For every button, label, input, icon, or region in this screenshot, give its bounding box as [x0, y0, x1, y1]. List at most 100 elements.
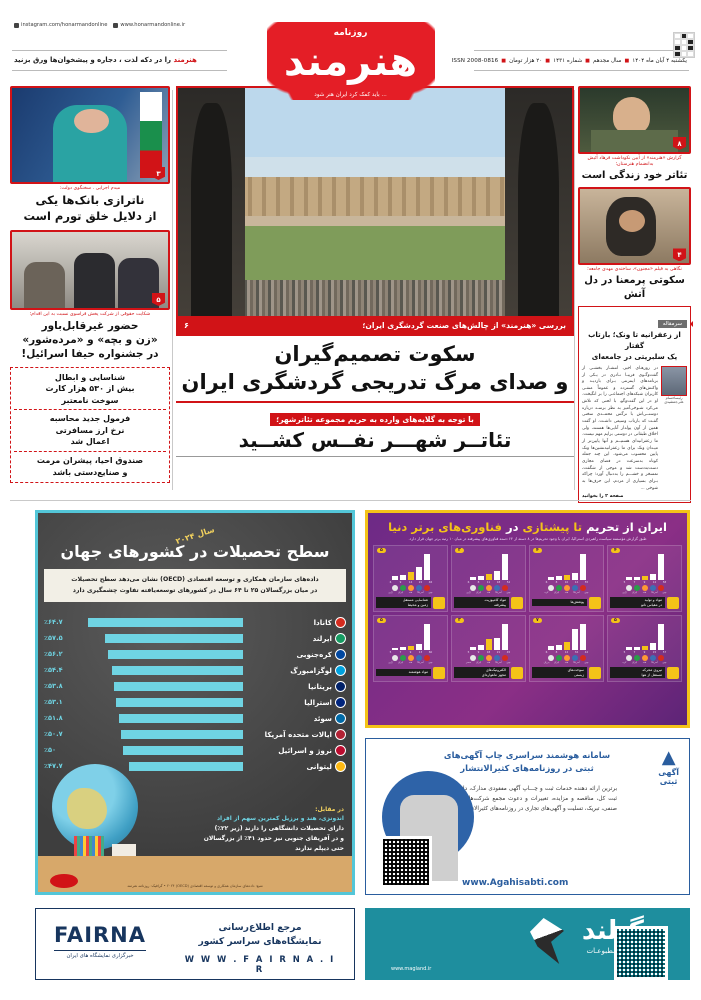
education-note: در مقابل: اندونزی، هند و برزیل کمترین سه…	[148, 805, 344, 854]
technology-icon	[433, 596, 445, 609]
tech-bar	[501, 553, 508, 580]
tech-panel[interactable]: ۴ 58 12 9 7 5 چین آمریکا هند ایران ژاپن مواد و تولی…	[607, 544, 682, 612]
tech-panel[interactable]: ۷ 42 34 12 8 6 چین آمریکا هند ایران برزیل سوخت‌های …	[529, 614, 604, 682]
tech-bar	[641, 575, 648, 580]
ad-magland[interactable]: مگ‌لند جامـعـه آنلایـن مطبوعـات www.magl…	[365, 908, 690, 980]
tech-panel[interactable]: ۴ 55 14 10 8 6 چین آمریکا هند ایران کره پوشش‌ها	[529, 544, 604, 612]
tech-bar	[407, 571, 414, 580]
tech-rank-badge: ۳	[455, 617, 464, 623]
tech-title-part-2: تا پیشتازی	[522, 520, 583, 534]
education-description: داده‌های سازمان همکاری و توسعه اقتصادی (…	[44, 569, 346, 603]
sabti-url[interactable]: www.Agahisabti.com	[462, 878, 569, 888]
sub-kicker: با توجه به گلایه‌های وارده به حریم مجموع…	[270, 412, 480, 426]
right-story-1-headline[interactable]: تئاتر خود زندگی است	[581, 169, 688, 181]
masthead-logo: روزنامه هنرمند ... باید کمک کرد ایران هن…	[246, 22, 456, 100]
tech-bar	[563, 574, 570, 580]
sabti-body: برترین ارائه دهنده خدمات ثبت و چـــاپ آگ…	[437, 786, 617, 812]
tech-country-labels: چین آمریکا هند ایران کره	[544, 590, 589, 594]
rule-right-bottom	[474, 70, 689, 71]
technology-icon	[511, 666, 523, 679]
editorial-tag: سرمقاله	[657, 320, 694, 329]
country-flag-icon	[335, 712, 346, 724]
main-photo[interactable]: بررسی «هنرمند» از چالش‌های صنعت گردشگری …	[176, 86, 574, 336]
chart-value-label: ٪۵۱.۸	[44, 714, 63, 723]
country-flag-icon	[555, 654, 562, 661]
tagline: هنرمند را در دکه لذت ، دجاره و پیشخوان‌ه…	[14, 56, 197, 64]
editorial-continue-link[interactable]: صفحه ۲ را بخوانید	[582, 494, 624, 500]
tech-bar	[399, 574, 406, 580]
editorial-title[interactable]: از زعفرانیه تا ونک؛ بازتاب گفتار یک سلبر…	[582, 330, 687, 362]
left-story-1-headline[interactable]: ناترازی بانک‌ها یکی از دلایل خلق تورم اس…	[10, 193, 170, 224]
chart-value-label: ٪۵۷.۵	[44, 634, 63, 643]
right-story-1-photo[interactable]: ۸	[578, 86, 691, 154]
headline-line-1: ناترازی بانک‌ها یکی	[35, 192, 145, 207]
chart-bar-track	[75, 729, 243, 739]
chart-bar-track	[75, 745, 243, 755]
tech-bar	[579, 623, 586, 650]
chart-bar-track	[75, 761, 243, 771]
brief-item-1[interactable]: شناسایی و ابطال بیش از ۵۳۰ هزار کارت سوخ…	[45, 372, 135, 405]
tech-rank-badge: ۵	[611, 617, 620, 623]
tech-panel-label: الکترونیک‌های مجهز ماهواره‌ای	[454, 666, 523, 679]
editorial-author-name: رئیسا‌حسام علی‌جمشیدی	[664, 395, 684, 404]
left-story-2-photo[interactable]: ۵	[10, 230, 170, 311]
country-flag-icon	[407, 654, 414, 661]
ad-fairna[interactable]: FAIRNA خبرگزاری نمایشگاه های ایران مرجع …	[35, 908, 355, 980]
sub-headline[interactable]: تئاتــر شهـــر نفــس کشــید	[238, 427, 512, 452]
tech-rank-badge: ۳	[455, 547, 464, 553]
technology-icon	[433, 666, 445, 679]
tech-panel[interactable]: ۳ 52 18 11 8 6 چین آمریکا هند ایران ژاپن مواد کامپو…	[451, 544, 526, 612]
left-story-1-caption: میدم اجرایی . سخنگوی دولت:	[59, 186, 121, 191]
fairna-url[interactable]: W W W . F A I R N A . I R	[184, 953, 336, 974]
tech-bar	[391, 647, 398, 650]
page-number-badge: ۶	[184, 320, 189, 330]
tech-rank-badge: ۵	[377, 617, 386, 623]
country-flag-icon	[657, 654, 664, 661]
qr-code-icon[interactable]	[614, 926, 668, 980]
main-headline-line-1: سکوت تصمیم‌گیران	[274, 342, 476, 366]
right-story-2-headline[interactable]: سکوتی پرمعنا در دل آتش	[584, 275, 685, 300]
chart-category-label: ایرلند	[312, 633, 332, 643]
website-link[interactable]: www.honarmandonline.ir	[113, 22, 185, 28]
editorial-title-line-2: یک سلبریتی در جامعه‌ای	[591, 352, 678, 362]
chart-value-label: ٪۵۰	[44, 746, 57, 755]
technology-icon	[667, 596, 679, 609]
tech-panel-label-text: مواد کامپوزیت پیشرفته	[454, 597, 509, 609]
rule-left-bottom	[12, 70, 227, 71]
country-flag-icon	[547, 584, 554, 591]
qr-code-icon[interactable]	[380, 836, 432, 888]
instagram-icon	[14, 22, 19, 28]
left-story-2-headline[interactable]: حضور غیرقابل‌باور «زن و بچه» و «مرده‌شور…	[10, 319, 170, 362]
main-headline[interactable]: سکوت تصمیم‌گیران و صدای مرگ تدریجی گردشگ…	[176, 340, 574, 397]
right-story-2-photo[interactable]: ۴	[578, 187, 691, 266]
tech-panel[interactable]: ۳ 45 21 18 9 5 چین آمریکا هند ایران مصر الکترونیک‌ه…	[451, 614, 526, 682]
magland-url[interactable]: www.magland.ir	[391, 966, 432, 972]
country-flag-icon	[641, 584, 648, 591]
chart-value-label: ٪۵۳.۸	[44, 682, 63, 691]
chart-value-label: ٪۶۴.۷	[44, 618, 63, 627]
instagram-link[interactable]: instagram.com/honarmandonline	[14, 22, 107, 28]
tech-country-labels: چین آمریکا هند ایران ژاپن	[388, 660, 433, 664]
tech-panel-label: شناسایی مستقل زمین و محیط	[376, 596, 445, 609]
left-story-1-photo[interactable]: ۳	[10, 86, 170, 184]
tech-title: ایران از تحریم تا پیشتازی در فناوری‌های …	[368, 513, 687, 536]
fairna-brand-sub: خبرگزاری نمایشگاه های ایران	[54, 950, 146, 959]
tech-panel[interactable]: ۵ 57 15 9 7 5 چین آمریکا هند ایران کره نیروی محرکه …	[607, 614, 682, 682]
tech-bar-group	[376, 623, 445, 650]
tech-bar	[625, 647, 632, 650]
brief-item-2[interactable]: فرمول جدید محاسبه نرخ ارز مسافرتی اعمال …	[49, 414, 131, 447]
editorial-title-line-1: از زعفرانیه تا ونک؛ بازتاب گفتار	[588, 330, 681, 351]
brief-item-3[interactable]: صندوق احیا، پیشران مرمت و صنایع‌دستی باش…	[36, 456, 144, 477]
photo-arch-right	[505, 88, 572, 334]
tech-panel-label-text: نیروی محرکه مستقل از هوا	[610, 667, 665, 679]
tech-panel[interactable]: ۵ 46 22 14 9 6 چین آمریکا هند ایران ژاپن شناسایی مس…	[373, 544, 448, 612]
editorial-box: سرمقاله از زعفرانیه تا ونک؛ بازتاب گفتار…	[578, 306, 694, 504]
country-flag-icon	[399, 654, 406, 661]
separator-icon: ■	[545, 58, 551, 64]
country-flag-icon	[493, 584, 500, 591]
education-desc-line-1: داده‌های سازمان همکاری و توسعه اقتصادی (…	[71, 576, 319, 583]
country-flag-icon	[579, 584, 586, 591]
tech-country-labels: چین آمریکا هند ایران مصر	[466, 660, 511, 664]
ad-agahisabti[interactable]: ▲ آگهی ثبتی سامانه هوشمند سراسری چاپ آگه…	[365, 738, 690, 895]
tech-panel[interactable]: ۵ 60 13 9 7 5 چین آمریکا هند ایران ژاپن مواد هوشمند	[373, 614, 448, 682]
